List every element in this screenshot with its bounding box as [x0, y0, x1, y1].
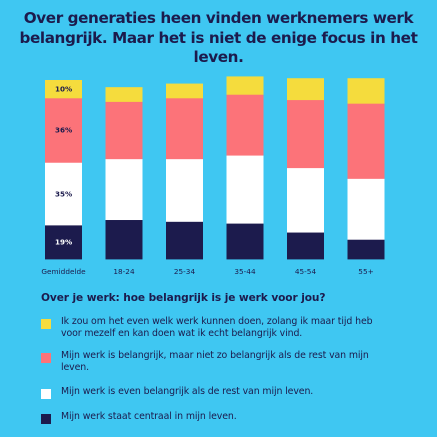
- legend-swatch: [41, 319, 51, 329]
- legend-swatch: [41, 389, 51, 399]
- legend-label: Mijn werk is belangrijk, maar niet zo be…: [61, 350, 369, 373]
- x-tick-label: 35-44: [234, 267, 256, 276]
- bar-segment-45-54-pink: [287, 99, 324, 169]
- bar-segment-35-44-yellow: [226, 76, 264, 95]
- bar-segment-25-34-white: [166, 158, 203, 222]
- bar-segment-55--pink: [347, 103, 385, 179]
- bar-segment-gemiddelde-pink: [45, 97, 82, 163]
- bar-segment-45-54-white: [287, 167, 324, 233]
- bar-segment-35-44-pink: [226, 94, 264, 156]
- legend-swatch: [41, 353, 51, 363]
- bar-segment-18-24-yellow: [105, 87, 143, 102]
- bar-segment-25-34-yellow: [166, 83, 203, 99]
- bar-segment-25-34-pink: [166, 97, 203, 160]
- bar-segment-18-24-white: [105, 158, 143, 221]
- x-tick-label: 18-24: [113, 267, 135, 276]
- legend-swatch: [41, 414, 51, 424]
- bar-segment-18-24-navy: [105, 219, 143, 260]
- x-tick-label: 45-54: [295, 267, 317, 276]
- bar-segment-18-24-pink: [105, 101, 143, 160]
- survey-question: Over je werk: hoe belangrijk is je werk …: [41, 292, 326, 304]
- bar-segment-gemiddelde-white: [45, 162, 82, 226]
- legend-label: Ik zou om het even welk werk kunnen doen…: [61, 316, 373, 339]
- bar-segment-25-34-navy: [166, 221, 203, 260]
- bar-segment-35-44-white: [226, 155, 264, 224]
- legend-label: Mijn werk staat centraal in mijn leven.: [61, 411, 237, 422]
- bar-data-label: 35%: [55, 189, 72, 198]
- bar-segment-35-44-navy: [226, 223, 264, 260]
- chart-title: Over generaties heen vinden werknemers w…: [19, 9, 418, 66]
- bar-data-label: 10%: [55, 85, 72, 94]
- x-tick-label: 55+: [358, 267, 373, 276]
- x-tick-label: Gemiddelde: [41, 267, 86, 276]
- bar-segment-55--navy: [347, 239, 385, 260]
- bar-segment-gemiddelde-yellow: [45, 80, 82, 99]
- bar-segment-45-54-navy: [287, 232, 324, 260]
- bar-segment-gemiddelde-navy: [45, 224, 82, 260]
- bar-data-label: 36%: [55, 126, 72, 135]
- bar-segment-45-54-yellow: [287, 78, 324, 101]
- bar-segment-55--yellow: [347, 78, 385, 104]
- legend-label: Mijn werk is even belangrijk als de rest…: [61, 386, 314, 397]
- x-tick-label: 25-34: [174, 267, 196, 276]
- bar-segment-55--white: [347, 178, 385, 240]
- bar-data-label: 19%: [55, 238, 72, 247]
